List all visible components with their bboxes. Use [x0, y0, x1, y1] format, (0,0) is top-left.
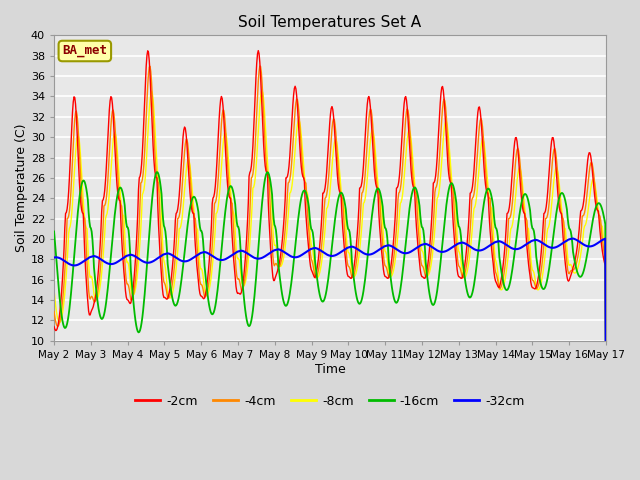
Title: Soil Temperatures Set A: Soil Temperatures Set A: [239, 15, 422, 30]
Legend: -2cm, -4cm, -8cm, -16cm, -32cm: -2cm, -4cm, -8cm, -16cm, -32cm: [131, 390, 530, 413]
Text: BA_met: BA_met: [62, 45, 108, 58]
X-axis label: Time: Time: [315, 362, 346, 376]
Y-axis label: Soil Temperature (C): Soil Temperature (C): [15, 124, 28, 252]
